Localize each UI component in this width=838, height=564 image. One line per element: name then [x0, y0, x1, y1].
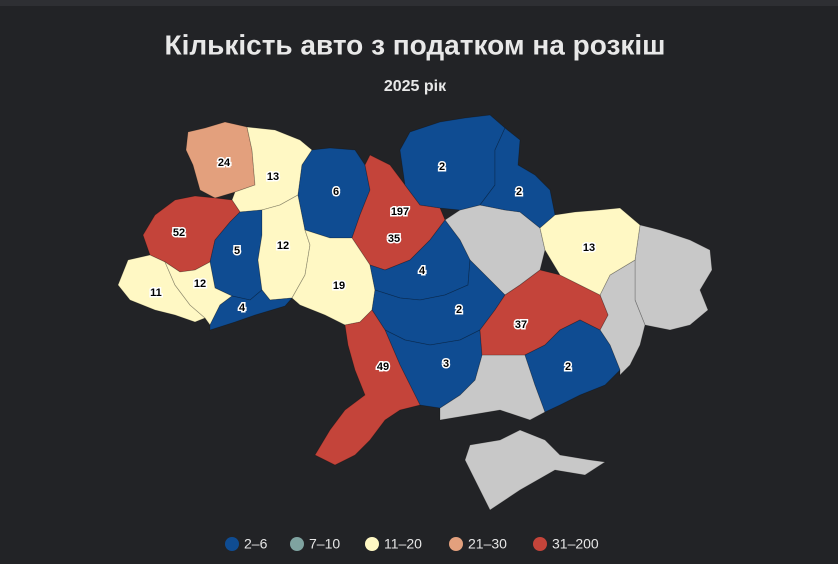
legend-label: 7–10 [309, 536, 340, 552]
region-value-label: 52 [173, 227, 185, 239]
region [117, 254, 206, 323]
region-value-label: 4 [239, 302, 246, 314]
region-value-label: 2 [516, 186, 522, 198]
region-value-label: 5 [234, 245, 240, 257]
region-value-label: 11 [150, 287, 162, 299]
region [209, 289, 293, 331]
region [524, 319, 621, 413]
region-value-label: 37 [515, 319, 527, 331]
legend: 2–6 7–10 11–20 21–30 31–200 [225, 536, 599, 552]
legend-marker [225, 537, 239, 551]
region-value-label: 12 [277, 240, 289, 252]
legend-marker [449, 537, 463, 551]
region [314, 309, 421, 466]
region-value-label: 2 [439, 161, 445, 173]
region-value-label: 13 [267, 171, 279, 183]
region-value-label: 197 [391, 206, 409, 218]
region-value-label: 3 [443, 358, 449, 370]
legend-label: 21–30 [468, 536, 507, 552]
region-value-label: 2 [565, 361, 571, 373]
no-data-region [464, 429, 607, 511]
region-value-label: 35 [388, 233, 400, 245]
region-value-label: 19 [333, 280, 345, 292]
legend-marker [290, 537, 304, 551]
region-value-label: 4 [419, 265, 426, 277]
region-value-label: 12 [194, 278, 206, 290]
legend-label: 11–20 [384, 536, 422, 552]
region-value-label: 2 [456, 304, 462, 316]
legend-label: 31–200 [552, 536, 599, 552]
legend-marker [365, 537, 379, 551]
legend-label: 2–6 [244, 536, 268, 552]
chart-title: Кількість авто з податком на розкіш [164, 29, 665, 60]
region [539, 207, 641, 296]
region-value-label: 13 [583, 242, 595, 254]
region-value-label: 6 [333, 186, 339, 198]
chart-subtitle: 2025 рік [384, 78, 447, 95]
legend-marker [533, 537, 547, 551]
no-data-region [634, 224, 713, 331]
region-value-label: 49 [377, 361, 389, 373]
top-bar [0, 0, 838, 6]
regions [117, 114, 713, 511]
region-value-label: 24 [218, 157, 231, 169]
